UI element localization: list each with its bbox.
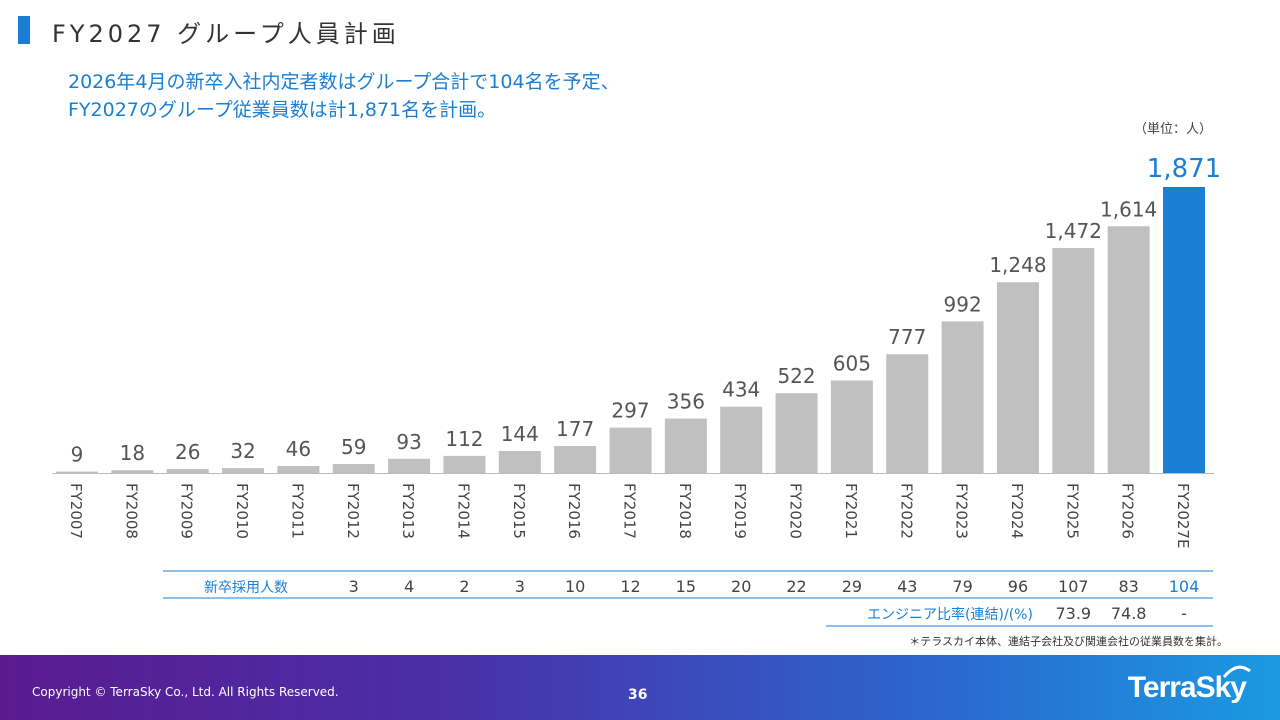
hires-value-FY2020: 22: [786, 577, 806, 596]
tick-label-FY2024: FY2024: [1008, 483, 1026, 539]
tick-label-FY2014: FY2014: [454, 483, 472, 539]
tick-label-FY2009: FY2009: [178, 483, 196, 539]
tick-label-FY2010: FY2010: [233, 483, 251, 539]
hires-value-FY2012: 3: [349, 577, 359, 596]
hires-value-FY2022: 43: [897, 577, 917, 596]
hires-value-FY2027E: 104: [1169, 577, 1200, 596]
page-title: FY2027 グループ人員計画: [52, 20, 400, 48]
bar-FY2022: [886, 354, 929, 473]
tick-label-FY2018: FY2018: [676, 483, 694, 539]
tick-label-FY2008: FY2008: [122, 483, 140, 539]
value-label-FY2013: 93: [396, 430, 421, 454]
value-label-FY2022: 777: [888, 325, 926, 349]
bar-FY2009: [166, 469, 209, 473]
tick-label-FY2013: FY2013: [399, 483, 417, 539]
value-label-FY2016: 177: [556, 417, 594, 441]
value-label-FY2010: 32: [230, 439, 255, 463]
subtitle-line-2: FY2027のグループ従業員数は計1,871名を計画。: [68, 99, 497, 121]
hires-value-FY2021: 29: [842, 577, 862, 596]
hires-value-FY2013: 4: [404, 577, 414, 596]
bar-FY2016: [554, 445, 597, 473]
value-label-FY2018: 356: [667, 390, 705, 414]
bar-FY2023: [941, 321, 984, 473]
logo-swoosh-icon: [1222, 665, 1251, 678]
value-label-FY2025: 1,472: [1045, 219, 1102, 243]
hires-value-FY2018: 15: [676, 577, 696, 596]
value-label-FY2008: 18: [120, 441, 145, 465]
tick-label-FY2011: FY2011: [288, 483, 306, 539]
hires-value-FY2017: 12: [620, 577, 640, 596]
value-label-FY2007: 9: [71, 443, 84, 467]
hires-value-FY2019: 20: [731, 577, 751, 596]
subtitle: 2026年4月の新卒入社内定者数はグループ合計で104名を予定、 FY2027の…: [68, 68, 620, 124]
tick-label-FY2019: FY2019: [731, 483, 749, 539]
tick-label-FY2020: FY2020: [787, 483, 805, 539]
tick-label-FY2017: FY2017: [621, 483, 639, 539]
bar-FY2018: [664, 418, 707, 473]
footnote: ＊テラスカイ本体、連結子会社及び関連会社の従業員数を集計。: [909, 635, 1228, 648]
engineer-ratio-value-FY2026: 74.8: [1111, 604, 1147, 623]
footer: Copyright © TerraSky Co., Ltd. All Right…: [0, 655, 1280, 720]
tick-label-FY2025: FY2025: [1063, 483, 1081, 539]
bar-FY2019: [720, 406, 763, 473]
tick-label-FY2027E: FY2027E: [1174, 483, 1192, 548]
bar-FY2014: [443, 455, 486, 473]
engineer-ratio-value-FY2025: 73.9: [1055, 604, 1091, 623]
bar-FY2021: [830, 380, 873, 473]
hires-value-FY2014: 2: [459, 577, 469, 596]
engineer-ratio-value-FY2027E: -: [1181, 604, 1187, 623]
bar-FY2027E: [1163, 187, 1205, 473]
copyright: Copyright © TerraSky Co., Ltd. All Right…: [32, 685, 339, 699]
value-label-FY2011: 46: [286, 437, 311, 461]
hires-value-FY2016: 10: [565, 577, 585, 596]
value-label-FY2026: 1,614: [1100, 197, 1157, 221]
bar-FY2008: [111, 470, 154, 473]
row-label-new-grad-hires: 新卒採用人数: [204, 580, 288, 596]
bar-FY2020: [775, 393, 818, 473]
value-label-FY2017: 297: [611, 399, 649, 423]
value-label-FY2012: 59: [341, 435, 366, 459]
bar-FY2024: [996, 282, 1039, 473]
tick-label-FY2026: FY2026: [1119, 483, 1137, 539]
value-label-FY2020: 522: [777, 364, 815, 388]
value-label-FY2021: 605: [833, 352, 871, 376]
page-number: 36: [628, 687, 648, 703]
hires-value-FY2025: 107: [1058, 577, 1089, 596]
headcount-bar-chart: 9FY200718FY200826FY200932FY201046FY20115…: [52, 154, 1221, 627]
tick-label-FY2022: FY2022: [897, 483, 915, 539]
value-label-FY2015: 144: [501, 422, 539, 446]
value-label-FY2027E: 1,871: [1147, 154, 1221, 184]
value-label-FY2023: 992: [944, 292, 982, 316]
hires-value-FY2024: 96: [1008, 577, 1028, 596]
hires-value-FY2026: 83: [1118, 577, 1138, 596]
tick-label-FY2023: FY2023: [953, 483, 971, 539]
unit-label: （単位：人）: [1133, 122, 1212, 137]
row-label-engineer-ratio: エンジニア比率(連結)/(%): [867, 606, 1033, 623]
value-label-FY2019: 434: [722, 378, 760, 402]
tick-label-FY2015: FY2015: [510, 483, 528, 539]
bar-FY2015: [498, 450, 541, 473]
subtitle-line-1: 2026年4月の新卒入社内定者数はグループ合計で104名を予定、: [68, 71, 620, 93]
bar-FY2007: [56, 471, 98, 473]
hires-value-FY2015: 3: [515, 577, 525, 596]
tick-label-FY2007: FY2007: [67, 483, 85, 539]
bar-FY2026: [1107, 226, 1150, 473]
tick-label-FY2012: FY2012: [344, 483, 362, 539]
bar-FY2012: [332, 463, 375, 473]
bar-FY2013: [388, 458, 431, 473]
tick-label-FY2016: FY2016: [565, 483, 583, 539]
bar-FY2010: [222, 468, 265, 473]
terrasky-logo: TerraSky: [1127, 671, 1247, 704]
hires-value-FY2023: 79: [952, 577, 972, 596]
bar-FY2025: [1052, 247, 1095, 473]
bar-FY2011: [277, 465, 320, 473]
bar-FY2017: [609, 427, 652, 473]
value-label-FY2009: 26: [175, 440, 200, 464]
value-label-FY2024: 1,248: [989, 253, 1046, 277]
value-label-FY2014: 112: [445, 427, 483, 451]
title-accent-bar: [18, 16, 30, 44]
tick-label-FY2021: FY2021: [842, 483, 860, 539]
